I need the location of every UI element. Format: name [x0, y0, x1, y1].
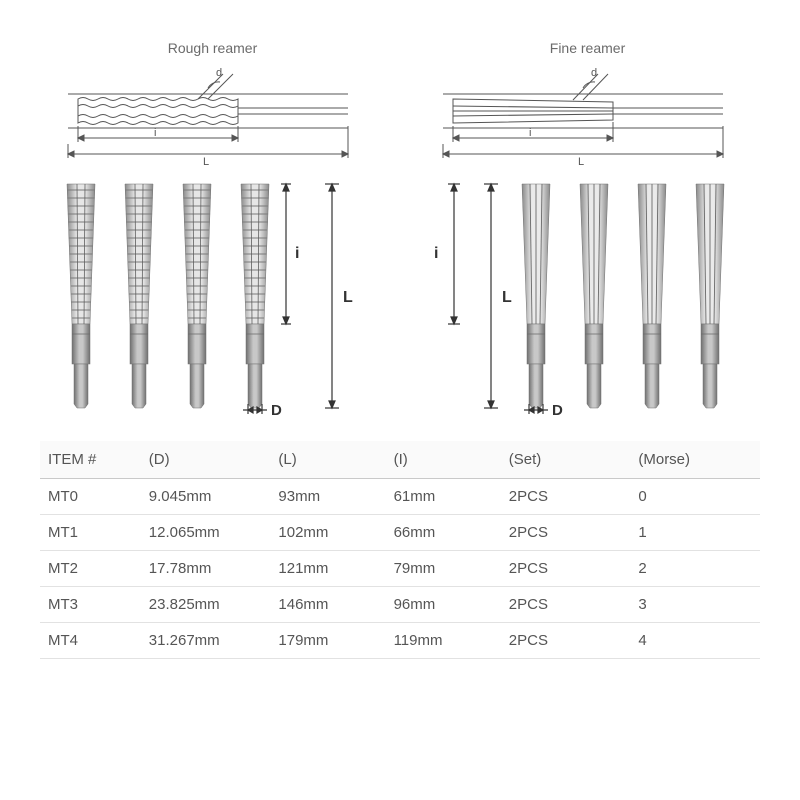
rough-photo-L: L: [343, 289, 353, 306]
fine-L-label: L: [578, 156, 584, 166]
fine-photo-i: i: [434, 245, 438, 262]
rough-L-label: L: [203, 156, 209, 166]
table-cell: 2PCS: [501, 515, 631, 551]
table-row: MT09.045mm93mm61mm2PCS0: [40, 479, 760, 515]
rough-photo-D: D: [271, 402, 282, 416]
table-cell: 12.065mm: [141, 515, 271, 551]
table-cell: 66mm: [386, 515, 501, 551]
fine-title: Fine reamer: [550, 40, 625, 56]
table-cell: 96mm: [386, 587, 501, 623]
table-cell: 119mm: [386, 623, 501, 659]
table-cell: 17.78mm: [141, 551, 271, 587]
table-cell: 2PCS: [501, 587, 631, 623]
table-cell: 4: [630, 623, 760, 659]
table-col-1: (D): [141, 441, 271, 479]
table-col-3: (I): [386, 441, 501, 479]
rough-photo-i: i: [295, 245, 299, 262]
table-cell: MT0: [40, 479, 141, 515]
table-col-5: (Morse): [630, 441, 760, 479]
table-cell: 2PCS: [501, 551, 631, 587]
fine-products: i L D: [418, 176, 758, 416]
table-cell: 93mm: [270, 479, 385, 515]
table-row: MT431.267mm179mm119mm2PCS4: [40, 623, 760, 659]
rough-product-col: i L D: [40, 176, 385, 416]
table-row: MT323.825mm146mm96mm2PCS3: [40, 587, 760, 623]
table-cell: 23.825mm: [141, 587, 271, 623]
table-cell: 102mm: [270, 515, 385, 551]
table-cell: 1: [630, 515, 760, 551]
table-body: MT09.045mm93mm61mm2PCS0MT112.065mm102mm6…: [40, 479, 760, 659]
schematic-row: Rough reamer: [40, 40, 760, 166]
table-cell: 61mm: [386, 479, 501, 515]
rough-i-label: i: [154, 127, 156, 139]
table-header-row: ITEM #(D)(L)(I)(Set)(Morse): [40, 441, 760, 479]
table-cell: 146mm: [270, 587, 385, 623]
table-cell: MT2: [40, 551, 141, 587]
table-cell: 2PCS: [501, 623, 631, 659]
fine-diagram-col: Fine reamer: [415, 40, 760, 166]
table-cell: 179mm: [270, 623, 385, 659]
table-cell: 2: [630, 551, 760, 587]
fine-product-col: i L D: [415, 176, 760, 416]
table-cell: 31.267mm: [141, 623, 271, 659]
fine-photo-L: L: [502, 289, 512, 306]
table-cell: MT1: [40, 515, 141, 551]
rough-d-label: d: [216, 67, 222, 79]
table-row: MT217.78mm121mm79mm2PCS2: [40, 551, 760, 587]
rough-diagram-col: Rough reamer: [40, 40, 385, 166]
fine-i-label: i: [529, 127, 531, 139]
table-cell: MT3: [40, 587, 141, 623]
rough-products: i L D: [43, 176, 383, 416]
rough-title: Rough reamer: [168, 40, 258, 56]
rough-schematic: d i L: [48, 66, 378, 166]
table-cell: 121mm: [270, 551, 385, 587]
table-cell: 0: [630, 479, 760, 515]
fine-d-label: d: [591, 67, 597, 79]
table-cell: 79mm: [386, 551, 501, 587]
table-cell: 3: [630, 587, 760, 623]
product-row: i L D: [40, 176, 760, 416]
table-col-0: ITEM #: [40, 441, 141, 479]
table-cell: 9.045mm: [141, 479, 271, 515]
page: Rough reamer: [0, 0, 800, 800]
table-col-4: (Set): [501, 441, 631, 479]
table-cell: MT4: [40, 623, 141, 659]
table-col-2: (L): [270, 441, 385, 479]
table-cell: 2PCS: [501, 479, 631, 515]
fine-schematic: d i L: [423, 66, 753, 166]
table-row: MT112.065mm102mm66mm2PCS1: [40, 515, 760, 551]
spec-table: ITEM #(D)(L)(I)(Set)(Morse) MT09.045mm93…: [40, 441, 760, 659]
fine-photo-D: D: [552, 402, 563, 416]
